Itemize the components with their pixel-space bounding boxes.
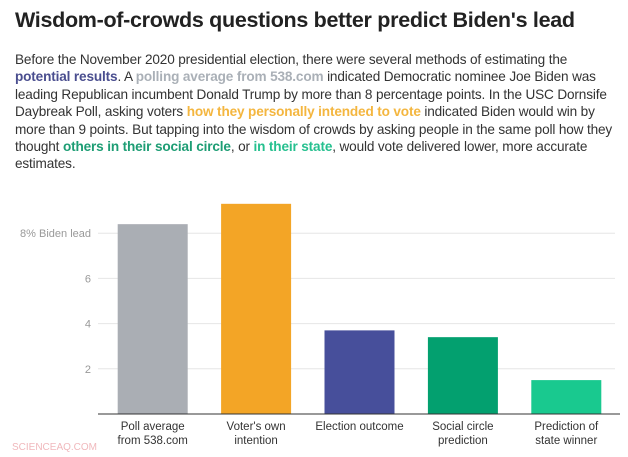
highlighted-text: polling average from 538.com (135, 69, 324, 85)
y-tick-label: 6 (85, 273, 91, 285)
y-tick-label: 8% Biden lead (20, 228, 91, 240)
description-text: indicated Democratic nominee Joe Biden w… (15, 69, 607, 120)
highlighted-text: in their state (253, 139, 333, 155)
highlighted-text: potential results (15, 69, 118, 85)
x-tick-label: Prediction of (534, 421, 599, 433)
x-tick-label: Voter's own (227, 421, 286, 433)
description-text: . A (117, 69, 136, 85)
y-tick-label: 4 (85, 319, 91, 331)
bar (221, 203, 292, 414)
x-tick-label: Social circle (432, 421, 493, 433)
bar (324, 330, 395, 414)
bar (427, 337, 498, 414)
x-tick-label: intention (234, 435, 277, 447)
chart-title: Wisdom-of-crowds questions better predic… (15, 8, 575, 32)
x-tick-label: prediction (438, 435, 488, 447)
highlighted-text: others in their social circle (62, 139, 231, 155)
description-text: indicated Biden would win by more than 9… (15, 104, 613, 155)
description-text: Before the November 2020 presidential el… (15, 52, 568, 67)
y-tick-label: 2 (85, 364, 91, 376)
watermark: SCIENCEAQ.COM (12, 442, 98, 453)
bar (531, 380, 602, 414)
x-tick-label: Election outcome (315, 421, 403, 433)
highlighted-text: how they personally intended to vote (186, 104, 421, 120)
description-text: , would vote delivered lower, more accur… (15, 139, 588, 172)
description-text: , or (230, 139, 254, 155)
bar (117, 224, 188, 414)
x-tick-label: from 538.com (118, 435, 188, 447)
x-tick-label: Poll average (121, 421, 185, 433)
chart-description: Before the November 2020 presidential el… (15, 51, 620, 173)
x-tick-label: state winner (535, 435, 597, 447)
